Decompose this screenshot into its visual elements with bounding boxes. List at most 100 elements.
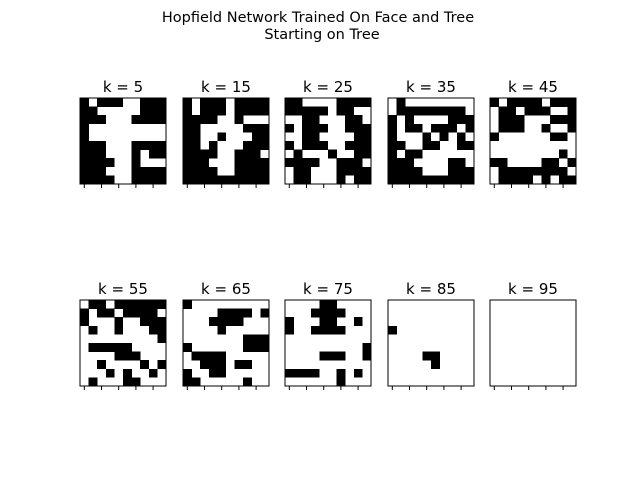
pixel-cell xyxy=(405,166,414,176)
pixel-cell xyxy=(217,351,227,361)
pixel-cell xyxy=(507,123,516,133)
pixel-cell xyxy=(490,158,499,167)
pixel-cell xyxy=(88,166,98,176)
pixel-cell xyxy=(123,308,132,318)
pixel-cell xyxy=(396,141,406,150)
pixel-cell xyxy=(405,123,414,133)
pixel-cell xyxy=(550,166,559,176)
pixel-cell xyxy=(200,106,209,116)
pixel-cell xyxy=(422,141,432,150)
pixel-cell xyxy=(226,175,235,185)
pixel-cell xyxy=(217,106,227,116)
pixel-cell xyxy=(302,115,311,124)
pixel-cell xyxy=(388,325,397,335)
pixel-cell xyxy=(131,377,141,387)
pixel-cell xyxy=(88,343,98,352)
pixel-cell xyxy=(131,175,141,185)
pixel-cell xyxy=(148,175,158,185)
pixel-cell xyxy=(140,317,149,326)
pixel-cell xyxy=(260,175,270,185)
panel-1: k = 5 xyxy=(79,78,167,188)
pixel-cell xyxy=(413,149,423,159)
pixel-cell xyxy=(396,158,406,167)
pixel-cell xyxy=(336,98,346,107)
pixel-cell xyxy=(456,141,466,150)
pixel-cell xyxy=(208,175,218,185)
pixel-cell xyxy=(413,175,423,185)
pixel-cell xyxy=(362,175,372,185)
pixel-cell xyxy=(123,343,132,352)
pixel-cell xyxy=(319,141,329,150)
pixel-cell xyxy=(157,175,167,185)
pixel-cell xyxy=(515,115,525,124)
pixel-cell xyxy=(285,158,294,167)
pixel-cell xyxy=(234,166,244,176)
pixel-cell xyxy=(131,158,141,167)
pixel-cell xyxy=(97,343,106,352)
pixel-cell xyxy=(226,308,235,318)
pixel-cell xyxy=(200,175,209,185)
pixel-cell xyxy=(200,149,209,159)
pixel-cell xyxy=(234,158,244,167)
pixel-cell xyxy=(465,123,475,133)
pixel-cell xyxy=(97,141,106,150)
pixel-cell xyxy=(260,343,270,352)
pixel-cell xyxy=(123,300,132,309)
pixel-cell xyxy=(251,141,261,150)
pixel-cell xyxy=(131,300,141,309)
pixel-cell xyxy=(97,166,106,176)
pixel-cell xyxy=(97,360,106,369)
pixel-cell xyxy=(148,166,158,176)
pixel-cell xyxy=(422,106,432,116)
pixel-cell xyxy=(208,360,218,369)
pixel-cell xyxy=(456,106,466,116)
pixel-cell xyxy=(310,368,320,378)
pixel-cell xyxy=(388,175,397,185)
pixel-cell xyxy=(191,351,201,361)
panel-7: k = 65 xyxy=(182,280,270,390)
pixel-cell xyxy=(465,115,475,124)
pixel-cell xyxy=(114,98,124,107)
pixel-cell xyxy=(558,175,568,185)
panel-title: k = 25 xyxy=(303,78,353,96)
pixel-cell xyxy=(524,98,534,107)
pixel-cell xyxy=(140,115,149,124)
pixel-cell xyxy=(541,158,551,167)
pixel-cell xyxy=(541,106,551,116)
pixel-cell xyxy=(302,141,311,150)
pixel-cell xyxy=(88,141,98,150)
pixel-cell xyxy=(208,149,218,159)
pixel-cell xyxy=(251,132,261,142)
pixel-cell xyxy=(285,141,294,150)
panel-4: k = 35 xyxy=(387,78,475,188)
pixel-cell xyxy=(439,106,449,116)
pixel-cell xyxy=(533,98,542,107)
pixel-cell xyxy=(140,300,149,309)
pixel-cell xyxy=(234,149,244,159)
panel-background xyxy=(388,300,474,386)
pixel-cell xyxy=(293,175,303,185)
pixel-cell xyxy=(302,158,311,167)
pixel-cell xyxy=(226,317,235,326)
pixel-cell xyxy=(336,106,346,116)
pixel-cell xyxy=(217,360,227,369)
pixel-cell xyxy=(362,351,372,361)
pixel-cell xyxy=(362,141,372,150)
panel-frame xyxy=(182,299,270,387)
pixel-cell xyxy=(567,98,577,107)
pixel-cell xyxy=(524,106,534,116)
pixel-cell xyxy=(515,175,525,185)
pixel-cell xyxy=(80,106,89,116)
pixel-cell xyxy=(345,98,354,107)
pixel-cell xyxy=(431,360,440,369)
pixel-cell xyxy=(114,325,124,335)
pixel-cell xyxy=(353,132,363,142)
pixel-cell xyxy=(353,158,363,167)
pixel-cell xyxy=(191,175,201,185)
pixel-cell xyxy=(328,300,337,309)
pixel-cell xyxy=(507,98,516,107)
pixel-cell xyxy=(148,308,158,318)
pixel-cell xyxy=(336,351,346,361)
panel-grid: k = 5 k = 15 k = 25 k = 35 k = 45 k = 55 k = 6… xyxy=(79,78,577,390)
pixel-cell xyxy=(97,149,106,159)
